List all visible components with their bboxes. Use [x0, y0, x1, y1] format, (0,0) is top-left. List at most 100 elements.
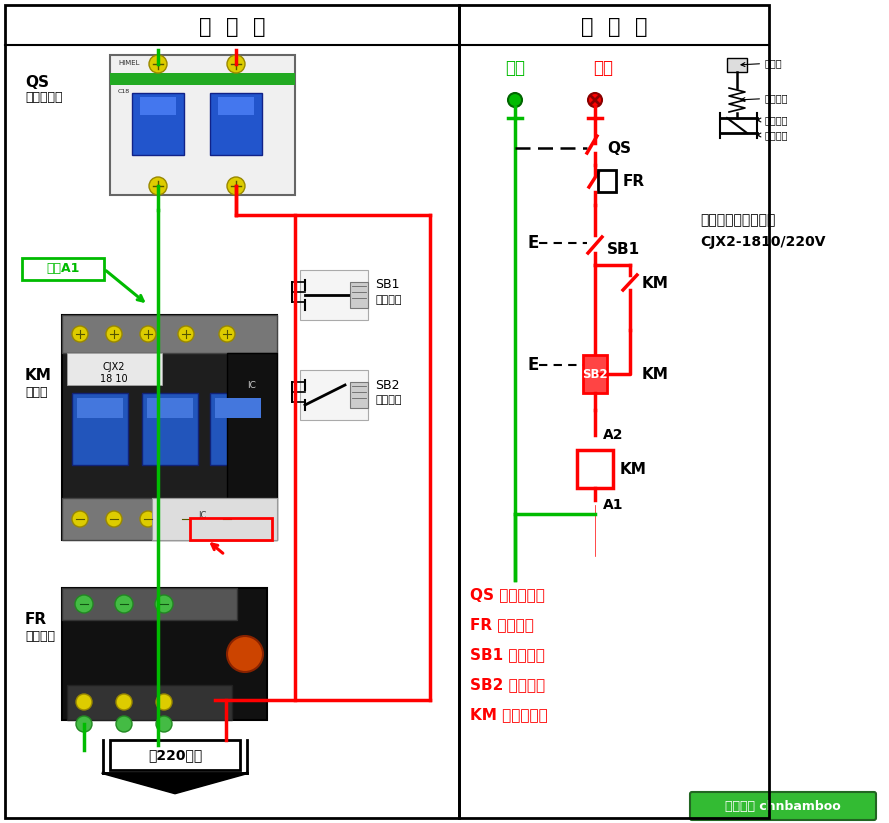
Circle shape	[227, 177, 245, 195]
Bar	[22, 258, 104, 280]
Text: KM: KM	[642, 366, 669, 382]
Text: 启动按钮: 启动按钮	[375, 395, 402, 405]
Circle shape	[106, 511, 122, 527]
Bar	[147, 398, 193, 418]
Bar	[577, 450, 613, 488]
Text: FR: FR	[623, 174, 645, 188]
Circle shape	[140, 326, 156, 342]
Circle shape	[76, 694, 92, 710]
Text: 停止按钮: 停止按钮	[375, 295, 402, 305]
Circle shape	[219, 511, 235, 527]
Text: CJX2: CJX2	[103, 362, 125, 372]
Text: SB2: SB2	[582, 368, 608, 380]
Text: 复位弹簧: 复位弹簧	[741, 93, 789, 103]
Circle shape	[140, 511, 156, 527]
Text: 常闭触头: 常闭触头	[757, 115, 789, 125]
Circle shape	[106, 326, 122, 342]
Bar	[132, 93, 184, 155]
Circle shape	[75, 595, 93, 613]
Text: 百度知道 chnbamboo: 百度知道 chnbamboo	[725, 799, 841, 812]
Circle shape	[76, 716, 92, 732]
Text: KM: KM	[620, 462, 647, 477]
Text: KM: KM	[25, 368, 52, 383]
Text: SB1: SB1	[375, 278, 399, 291]
Text: 热继电器: 热继电器	[25, 630, 55, 643]
Circle shape	[178, 326, 194, 342]
Text: KM: KM	[642, 276, 669, 291]
Text: QS 空气断路器: QS 空气断路器	[470, 588, 545, 602]
Bar	[62, 315, 277, 353]
Bar	[227, 353, 277, 498]
Text: CJX2-1810/220V: CJX2-1810/220V	[700, 235, 826, 249]
Bar	[350, 382, 368, 408]
Circle shape	[156, 716, 172, 732]
Text: 零线: 零线	[505, 59, 525, 77]
Circle shape	[72, 326, 88, 342]
Bar	[350, 282, 368, 308]
Circle shape	[116, 694, 132, 710]
Bar	[190, 518, 272, 540]
Bar	[459, 5, 769, 818]
Text: SB2 启动按钮: SB2 启动按钮	[470, 677, 545, 692]
Text: SB2: SB2	[375, 379, 399, 392]
Text: SB1 停止按钮: SB1 停止按钮	[470, 648, 545, 663]
Bar	[210, 393, 266, 465]
Circle shape	[72, 511, 88, 527]
Circle shape	[149, 177, 167, 195]
Text: 常开触头: 常开触头	[757, 130, 789, 140]
Bar	[300, 370, 368, 420]
Bar	[140, 97, 176, 115]
Text: HIMEL: HIMEL	[118, 60, 140, 66]
Bar	[62, 588, 237, 620]
Text: 线圈A1: 线圈A1	[46, 263, 80, 276]
Bar	[598, 170, 616, 192]
Text: A1: A1	[603, 498, 623, 512]
Text: 实  物  图: 实 物 图	[199, 17, 265, 37]
Circle shape	[116, 716, 132, 732]
Text: QS: QS	[25, 75, 49, 90]
Text: 线圈A2: 线圈A2	[214, 523, 248, 536]
Circle shape	[227, 55, 245, 73]
Text: 空气断路器: 空气断路器	[25, 91, 62, 104]
Bar	[727, 58, 747, 72]
Text: QS: QS	[607, 141, 631, 156]
Text: SB1: SB1	[607, 241, 640, 257]
Bar	[583, 355, 607, 393]
Circle shape	[115, 595, 133, 613]
Text: 接触器: 接触器	[25, 385, 47, 398]
Text: 按钮帽: 按钮帽	[741, 58, 782, 68]
Text: 火线: 火线	[593, 59, 613, 77]
Bar	[215, 398, 261, 418]
Text: 18 10: 18 10	[100, 374, 128, 384]
Text: 接220电机: 接220电机	[148, 748, 202, 762]
Bar	[142, 393, 198, 465]
Bar	[62, 315, 277, 540]
Text: FR: FR	[25, 612, 47, 627]
Bar	[67, 685, 232, 720]
Circle shape	[508, 93, 522, 107]
Bar	[62, 498, 277, 540]
Text: A2: A2	[603, 428, 623, 442]
Text: E: E	[527, 234, 539, 252]
Bar	[218, 97, 254, 115]
Bar	[110, 740, 240, 770]
Circle shape	[155, 595, 173, 613]
Circle shape	[149, 55, 167, 73]
Circle shape	[588, 93, 602, 107]
FancyBboxPatch shape	[690, 792, 876, 820]
Bar	[300, 270, 368, 320]
Bar	[152, 498, 277, 540]
Circle shape	[219, 326, 235, 342]
Bar	[72, 393, 128, 465]
Bar	[5, 5, 459, 818]
Bar	[110, 55, 295, 195]
Text: FR 热继电器: FR 热继电器	[470, 617, 534, 633]
Text: IC: IC	[247, 380, 256, 389]
Text: E: E	[527, 356, 539, 374]
Text: 原  理  图: 原 理 图	[581, 17, 647, 37]
Bar	[110, 73, 295, 85]
Bar	[210, 93, 262, 155]
Bar	[77, 398, 123, 418]
Text: IC: IC	[198, 511, 206, 520]
Text: KM 交流接触器: KM 交流接触器	[470, 708, 548, 723]
